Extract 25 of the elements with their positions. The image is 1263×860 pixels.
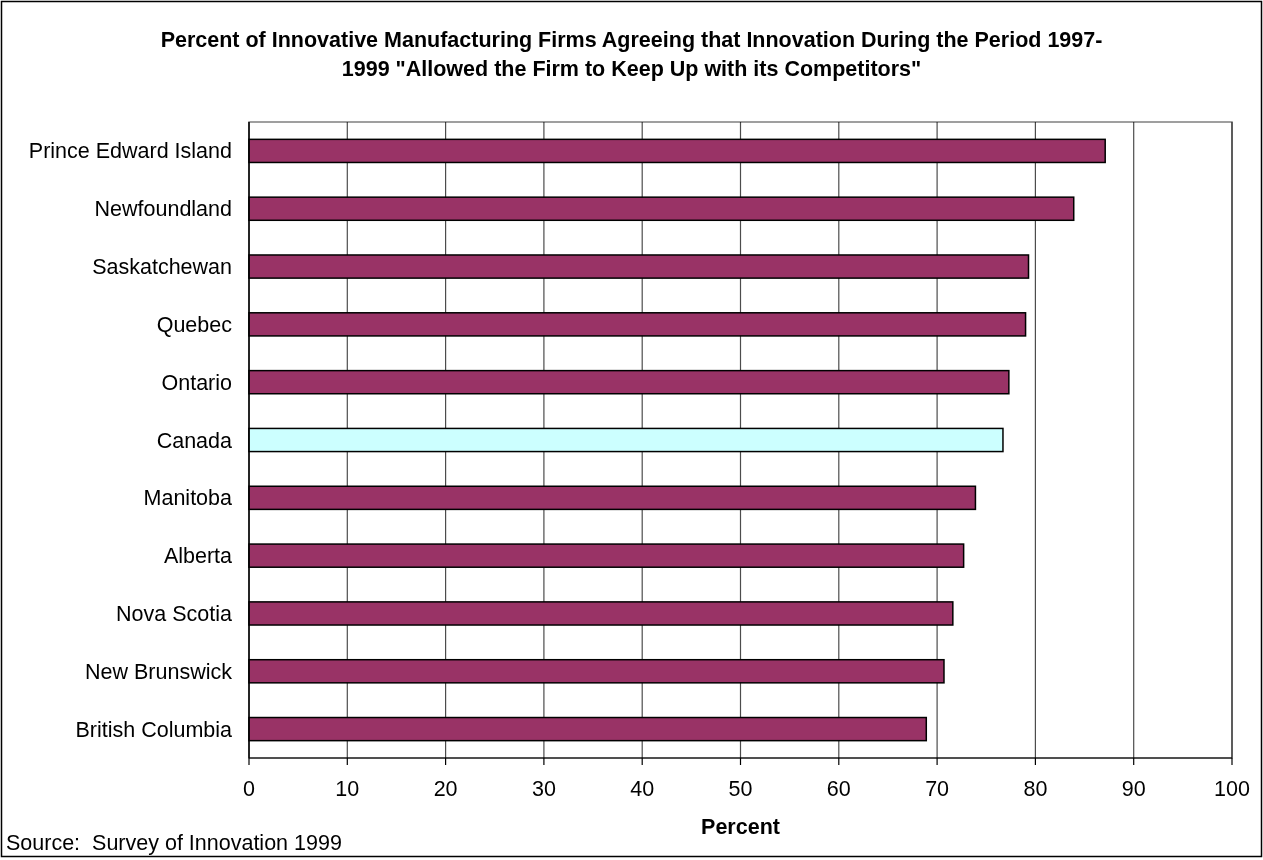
chart-title: Percent of Innovative Manufacturing Firms Agreeing that Innovation During the Period 1997- 1999 "Allowed the Firm to Keep Up with its Competitors" [160,28,1103,81]
y-tick-label: Nova Scotia [116,601,233,626]
x-tick-label: 80 [1023,777,1048,801]
y-tick-label: Alberta [163,544,233,569]
x-tick-label: 40 [630,777,655,801]
x-tick-label: 20 [433,777,458,801]
x-axis-title: Percent [701,815,780,839]
x-tick-label: 10 [335,777,360,801]
x-tick-label: 30 [531,777,556,801]
x-tick-label: 90 [1121,777,1146,801]
x-tick-label: 0 [243,777,256,801]
x-tick-label: 50 [728,777,753,801]
y-tick-label: Canada [156,428,233,453]
y-tick-label: New Brunswick [85,659,233,684]
y-tick-label: Saskatchewan [92,255,232,280]
y-tick-label: Manitoba [143,486,233,511]
y-tick-label: Newfoundland [94,197,232,222]
x-tick-label: 70 [925,777,950,801]
x-tick-label: 60 [826,777,851,801]
source-note: Source: Survey of Innovation 1999 [6,831,342,855]
y-tick-label: Prince Edward Island [28,139,232,164]
x-tick-label: 100 [1214,777,1250,801]
y-tick-label: Ontario [161,370,233,395]
y-tick-label: British Columbia [75,717,233,742]
y-tick-label: Quebec [156,312,233,337]
